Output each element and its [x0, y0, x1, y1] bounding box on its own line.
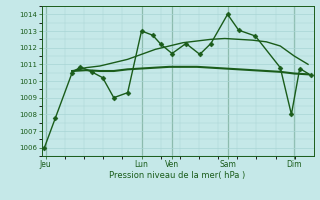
X-axis label: Pression niveau de la mer( hPa ): Pression niveau de la mer( hPa ) [109, 171, 246, 180]
